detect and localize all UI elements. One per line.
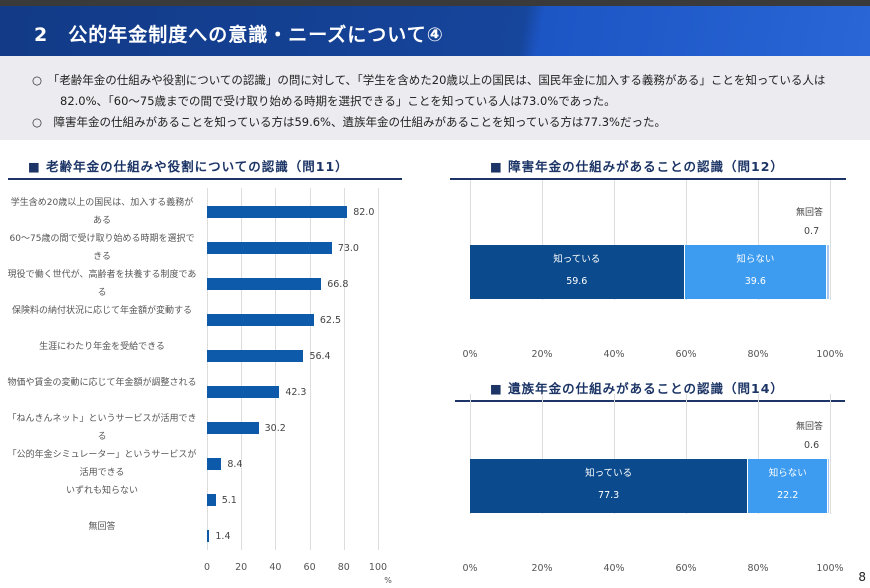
segment-value: 77.3 (598, 490, 620, 501)
gridline (207, 188, 208, 550)
chart-title-q11: ■ 老齢年金の仕組みや役割についての認識（問11） (28, 159, 349, 174)
summary-line: ○ 「老齢年金の仕組みや役割についての認識」の問に対して、「学生を含めた20歳以… (32, 73, 826, 108)
bar (207, 278, 322, 290)
bar (207, 314, 314, 326)
x-tick-label: 80 (337, 562, 350, 573)
data-label: 5.1 (221, 495, 237, 506)
x-tick-label: 0% (462, 349, 478, 360)
x-tick-label: 100 (368, 562, 388, 573)
gridline (542, 180, 543, 300)
x-tick-label: 40% (603, 349, 625, 360)
bar-segment: 知っている 77.3 (470, 459, 749, 513)
category-label: 60～75歳の間で受け取り始める時期を選択できる (9, 234, 195, 262)
divider (455, 400, 845, 402)
x-tick-label: 80% (747, 349, 769, 360)
x-tick-label: 0% (462, 563, 478, 574)
gridline (309, 188, 311, 550)
data-label: 73.0 (337, 243, 359, 254)
summary-line: ○ 障害年金の仕組みがあることを知っている方は59.6%、遺族年金の仕組みがある… (32, 115, 666, 129)
bar (207, 458, 222, 470)
segment-value: 59.6 (566, 276, 588, 287)
segment-name: 知っている (553, 254, 601, 265)
x-tick-label: 20% (531, 563, 553, 574)
bar-segment: 知らない 22.2 (748, 459, 829, 513)
data-label: 8.4 (227, 459, 243, 470)
divider (8, 178, 402, 180)
bar (207, 530, 210, 542)
page-number: 8 (858, 570, 866, 584)
gridline (758, 394, 759, 514)
x-axis-label: % (384, 576, 392, 585)
summary-panel: ○ 「老齢年金の仕組みや役割についての認識」の問に対して、「学生を含めた20歳以… (0, 56, 870, 140)
category-label: 「公的年金シミュレーター」というサービスが活用できる (7, 450, 197, 478)
gridline (470, 394, 471, 514)
category-label: 保険料の納付状況に応じて年金額が変動する (11, 306, 192, 316)
bar (207, 422, 259, 434)
segment-value: 0.6 (804, 440, 820, 451)
bar (207, 494, 216, 506)
divider (450, 178, 846, 180)
data-label: 62.5 (319, 315, 342, 326)
segment-name: 知っている (585, 468, 633, 479)
gridline (542, 394, 543, 514)
bar (207, 206, 348, 218)
segment-name: 無回答 (796, 422, 824, 432)
data-label: 56.4 (309, 351, 331, 362)
data-label: 30.2 (264, 423, 286, 434)
chart-title-q14: ■ 遺族年金の仕組みがあることの認識（問14） (490, 381, 784, 396)
data-label: 1.4 (215, 531, 231, 542)
segment-value: 0.7 (804, 226, 820, 237)
gridline (378, 188, 379, 550)
page-title: 2 公的年金制度への意識・ニーズについて④ (34, 24, 444, 46)
x-tick-label: 20 (235, 562, 248, 573)
top-bar (0, 0, 870, 6)
gridline (343, 188, 345, 550)
bar-segment: 知っている 59.6 (470, 245, 685, 299)
category-label: 「ねんきんネット」というサービスが活用できる (7, 414, 197, 442)
bar-segment: 知らない 39.6 (684, 245, 828, 299)
data-label: 42.3 (285, 387, 307, 398)
gridline (830, 180, 831, 300)
bar-segment (827, 245, 830, 299)
gridline (275, 188, 277, 550)
segment-name: 知らない (768, 468, 807, 479)
x-tick-label: 100% (816, 563, 844, 574)
gridline (830, 394, 831, 514)
category-label: 学生含め20歳以上の国民は、加入する義務がある (10, 198, 194, 226)
chart-title-q12: ■ 障害年金の仕組みがあることの認識（問12） (490, 159, 784, 174)
x-tick-label: 60% (675, 563, 697, 574)
segment-value: 39.6 (744, 276, 766, 287)
x-tick-label: 100% (816, 349, 844, 360)
gridline (686, 180, 687, 300)
category-label: 無回答 (88, 522, 116, 532)
x-tick-label: 60% (675, 349, 697, 360)
x-tick-label: 40% (603, 563, 625, 574)
gridline (758, 180, 759, 300)
bar (207, 350, 304, 362)
gridline (614, 180, 615, 300)
segment-value: 22.2 (777, 490, 799, 501)
category-label: いずれも知らない (65, 486, 138, 496)
gridline (614, 394, 615, 514)
gridline (241, 188, 243, 550)
x-tick-label: 20% (531, 349, 553, 360)
category-label: 物価や賃金の変動に応じて年金額が調整される (7, 378, 197, 388)
bar-segment (828, 459, 831, 513)
x-tick-label: 40 (269, 562, 282, 573)
bar (207, 386, 280, 398)
category-label: 生涯にわたり年金を受給できる (39, 342, 165, 352)
gridline (470, 180, 471, 300)
segment-name: 無回答 (796, 208, 824, 218)
data-label: 82.0 (353, 207, 375, 218)
category-label: 現役で働く世代が、高齢者を扶養する制度である (7, 270, 197, 298)
x-tick-label: 60 (303, 562, 316, 573)
bar (207, 242, 332, 254)
gridline (686, 394, 687, 514)
x-tick-label: 0 (203, 562, 211, 573)
data-label: 66.8 (327, 279, 349, 290)
header-banner: 2 公的年金制度への意識・ニーズについて④ (0, 6, 870, 56)
segment-name: 知らない (736, 254, 775, 265)
x-tick-label: 80% (747, 563, 769, 574)
